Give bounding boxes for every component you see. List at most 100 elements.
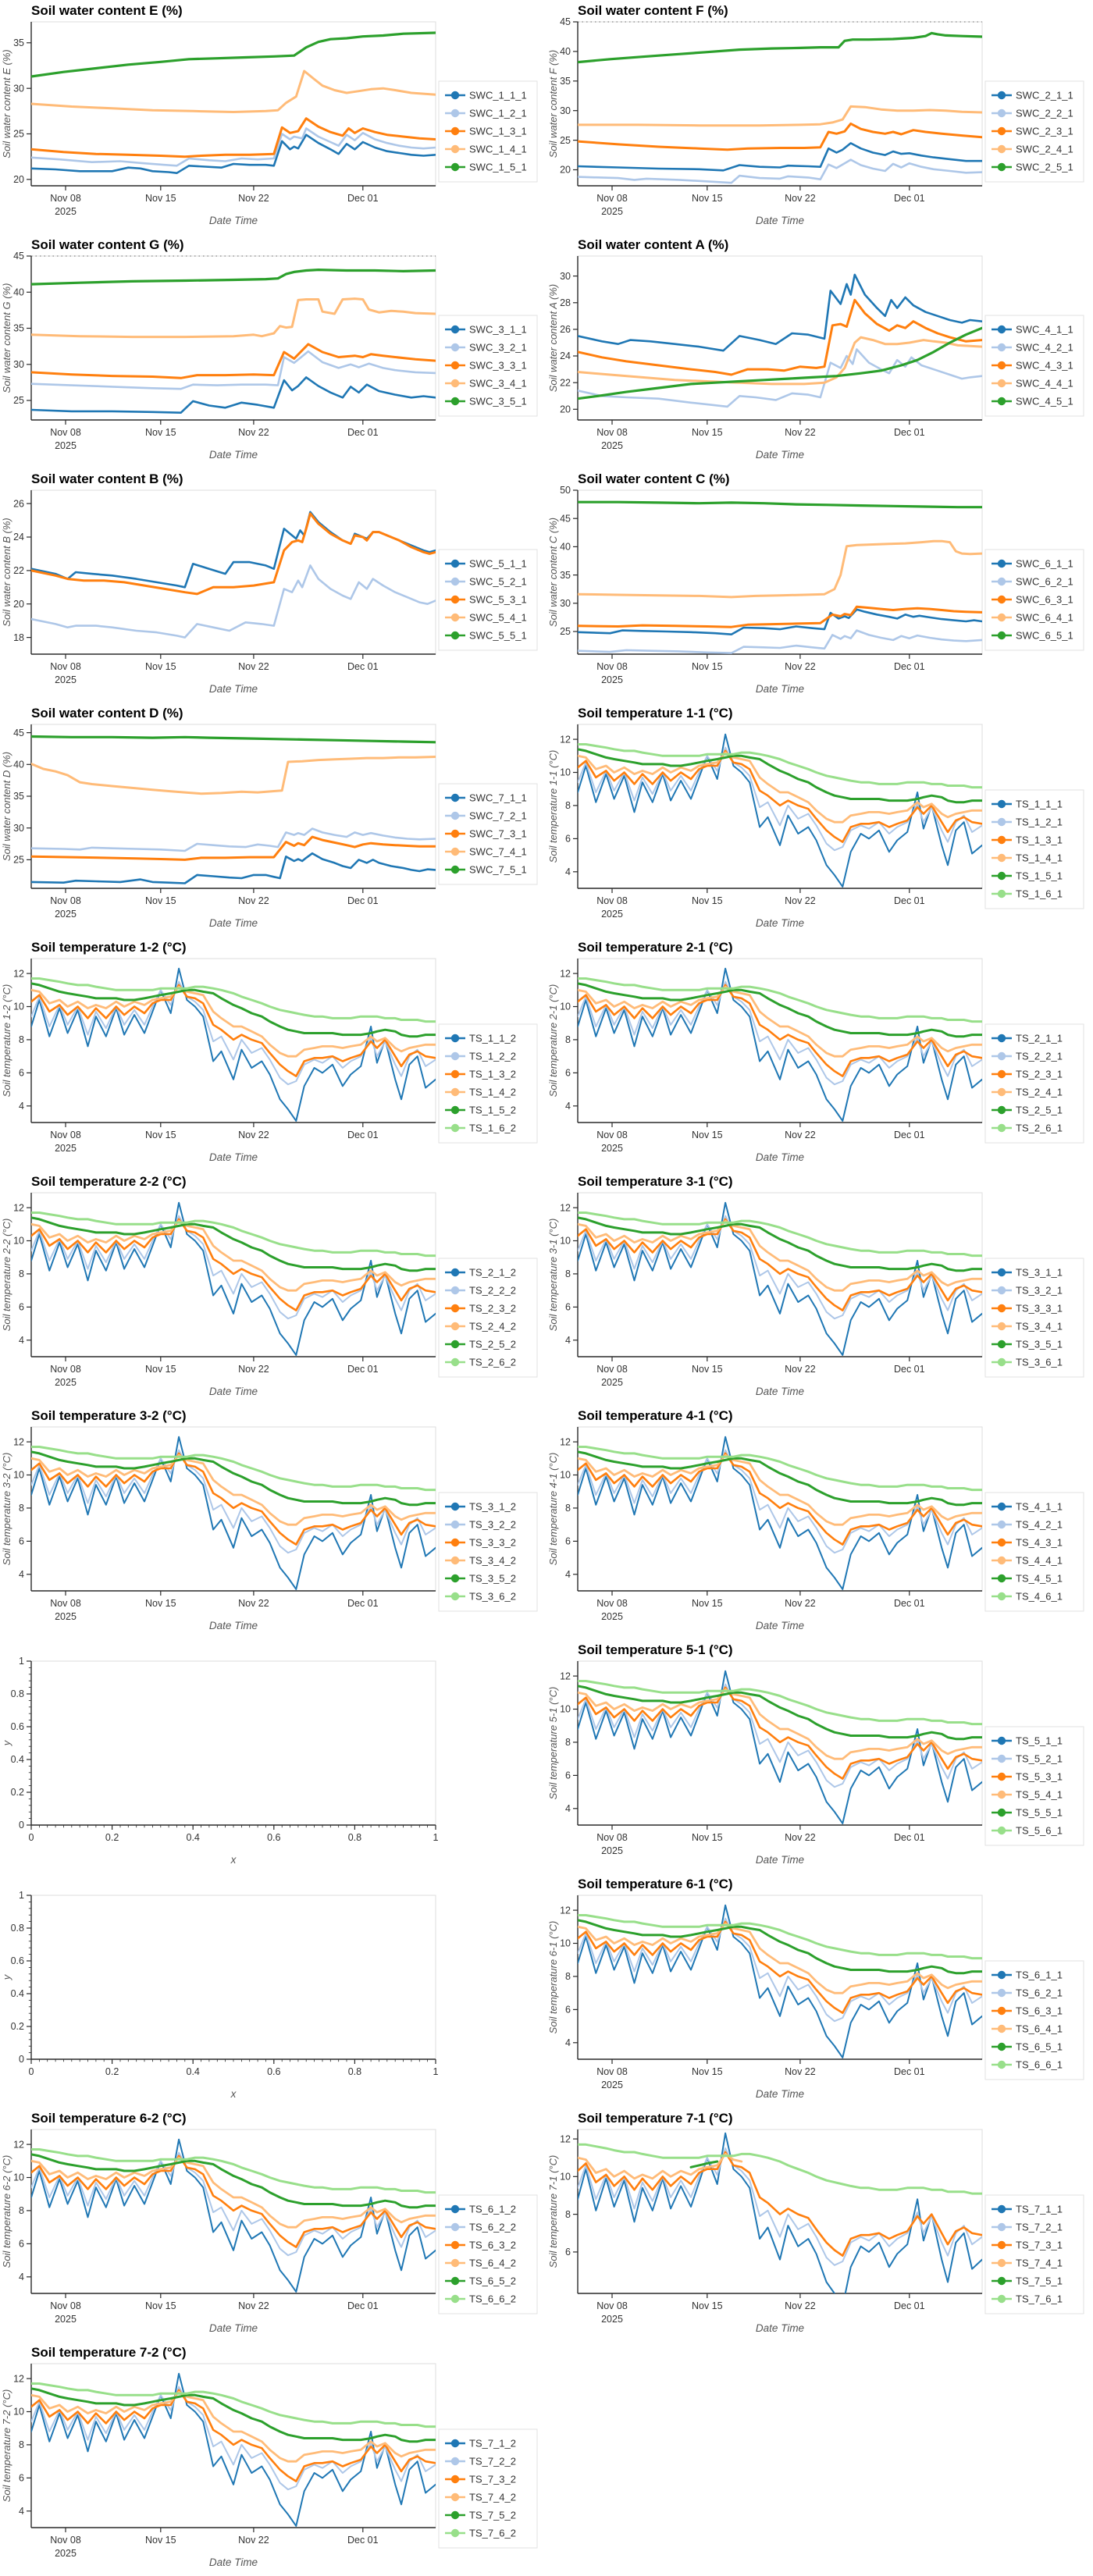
legend-item[interactable]: TS_6_1_2 <box>445 2204 516 2215</box>
legend-item[interactable]: TS_2_4_2 <box>445 1321 516 1332</box>
legend-item[interactable]: TS_3_1_2 <box>445 1501 516 1513</box>
legend-item[interactable]: TS_1_5_2 <box>445 1105 516 1116</box>
legend-item[interactable]: TS_4_4_1 <box>992 1555 1063 1567</box>
legend-item[interactable]: TS_3_6_1 <box>992 1357 1063 1368</box>
legend-item[interactable]: TS_7_4_1 <box>992 2258 1063 2269</box>
legend-item[interactable]: SWC_3_2_1 <box>445 342 527 354</box>
legend-item[interactable]: TS_6_5_1 <box>992 2041 1063 2053</box>
legend-item[interactable]: TS_1_4_1 <box>992 852 1063 864</box>
legend-item[interactable]: TS_2_1_1 <box>992 1033 1063 1044</box>
legend-item[interactable]: SWC_2_1_1 <box>992 90 1073 101</box>
legend-item[interactable]: TS_6_5_2 <box>445 2275 516 2287</box>
legend-item[interactable]: SWC_7_3_1 <box>445 828 527 840</box>
legend-item[interactable]: TS_3_2_1 <box>992 1285 1063 1297</box>
legend-item[interactable]: TS_5_2_1 <box>992 1753 1063 1765</box>
legend-item[interactable]: TS_1_6_2 <box>445 1123 516 1134</box>
legend-item[interactable]: TS_6_1_1 <box>992 1969 1063 1981</box>
legend-item[interactable]: TS_3_6_2 <box>445 1591 516 1603</box>
legend-item[interactable]: TS_4_1_1 <box>992 1501 1063 1513</box>
legend-item[interactable]: TS_3_1_1 <box>992 1267 1063 1279</box>
legend-item[interactable]: TS_3_3_1 <box>992 1303 1063 1315</box>
legend-item[interactable]: SWC_7_4_1 <box>445 846 527 858</box>
legend-item[interactable]: SWC_2_4_1 <box>992 144 1073 155</box>
legend-item[interactable]: SWC_3_1_1 <box>445 324 527 336</box>
legend-item[interactable]: SWC_4_1_1 <box>992 324 1073 336</box>
legend-item[interactable]: TS_4_6_1 <box>992 1591 1063 1603</box>
legend-item[interactable]: SWC_1_5_1 <box>445 162 527 173</box>
legend-item[interactable]: TS_3_2_2 <box>445 1519 516 1531</box>
legend-item[interactable]: SWC_4_5_1 <box>992 396 1073 407</box>
legend-item[interactable]: SWC_6_2_1 <box>992 576 1073 588</box>
legend-item[interactable]: TS_1_2_2 <box>445 1051 516 1062</box>
legend-item[interactable]: SWC_4_4_1 <box>992 378 1073 390</box>
legend-item[interactable]: SWC_5_2_1 <box>445 576 527 588</box>
legend-item[interactable]: SWC_2_3_1 <box>992 126 1073 137</box>
legend-item[interactable]: TS_1_1_2 <box>445 1033 516 1044</box>
legend-item[interactable]: SWC_5_5_1 <box>445 630 527 642</box>
legend-item[interactable]: TS_2_1_2 <box>445 1267 516 1279</box>
legend-item[interactable]: TS_2_5_1 <box>992 1105 1063 1116</box>
legend-item[interactable]: TS_6_4_2 <box>445 2258 516 2269</box>
legend-item[interactable]: SWC_1_4_1 <box>445 144 527 155</box>
legend-item[interactable]: SWC_4_2_1 <box>992 342 1073 354</box>
legend-item[interactable]: TS_5_5_1 <box>992 1807 1063 1819</box>
legend-item[interactable]: TS_4_5_1 <box>992 1573 1063 1585</box>
legend-item[interactable]: TS_7_5_2 <box>445 2510 516 2521</box>
legend-item[interactable]: TS_6_3_2 <box>445 2240 516 2251</box>
legend-item[interactable]: TS_6_3_1 <box>992 2005 1063 2017</box>
legend-item[interactable]: TS_3_4_2 <box>445 1555 516 1567</box>
legend-item[interactable]: TS_3_5_2 <box>445 1573 516 1585</box>
legend-item[interactable]: TS_5_4_1 <box>992 1789 1063 1801</box>
legend-item[interactable]: SWC_5_1_1 <box>445 558 527 570</box>
legend-item[interactable]: TS_6_4_1 <box>992 2023 1063 2035</box>
legend-item[interactable]: TS_1_6_1 <box>992 888 1063 900</box>
legend-item[interactable]: TS_7_1_1 <box>992 2204 1063 2215</box>
legend-item[interactable]: SWC_5_4_1 <box>445 612 527 624</box>
legend-item[interactable]: TS_2_3_1 <box>992 1069 1063 1080</box>
legend-item[interactable]: SWC_4_3_1 <box>992 360 1073 372</box>
legend-item[interactable]: TS_6_2_1 <box>992 1987 1063 1999</box>
legend-item[interactable]: TS_3_4_1 <box>992 1321 1063 1332</box>
legend-item[interactable]: TS_4_3_1 <box>992 1537 1063 1549</box>
legend-item[interactable]: TS_2_4_1 <box>992 1087 1063 1098</box>
legend-item[interactable]: SWC_2_5_1 <box>992 162 1073 173</box>
legend-item[interactable]: SWC_1_3_1 <box>445 126 527 137</box>
legend-item[interactable]: TS_7_3_1 <box>992 2240 1063 2251</box>
legend-item[interactable]: TS_1_2_1 <box>992 817 1063 828</box>
legend-item[interactable]: TS_7_4_2 <box>445 2492 516 2503</box>
legend-item[interactable]: TS_6_2_2 <box>445 2222 516 2233</box>
legend-item[interactable]: SWC_3_4_1 <box>445 378 527 390</box>
legend-item[interactable]: SWC_6_5_1 <box>992 630 1073 642</box>
legend-item[interactable]: TS_4_2_1 <box>992 1519 1063 1531</box>
legend-item[interactable]: TS_2_2_2 <box>445 1285 516 1297</box>
legend-item[interactable]: TS_1_1_1 <box>992 799 1063 810</box>
legend-item[interactable]: SWC_7_1_1 <box>445 792 527 804</box>
legend-item[interactable]: TS_2_5_2 <box>445 1339 516 1350</box>
legend-item[interactable]: TS_1_5_1 <box>992 870 1063 882</box>
legend-item[interactable]: TS_5_6_1 <box>992 1825 1063 1837</box>
legend-item[interactable]: SWC_7_2_1 <box>445 810 527 822</box>
legend-item[interactable]: TS_7_3_2 <box>445 2474 516 2485</box>
legend-item[interactable]: SWC_2_2_1 <box>992 108 1073 119</box>
legend-item[interactable]: SWC_7_5_1 <box>445 864 527 876</box>
legend-item[interactable]: TS_2_3_2 <box>445 1303 516 1315</box>
legend-item[interactable]: SWC_5_3_1 <box>445 594 527 606</box>
legend-item[interactable]: TS_2_6_1 <box>992 1123 1063 1134</box>
legend-item[interactable]: TS_6_6_1 <box>992 2059 1063 2071</box>
legend-item[interactable]: SWC_3_5_1 <box>445 396 527 407</box>
legend-item[interactable]: TS_7_6_2 <box>445 2528 516 2539</box>
legend-item[interactable]: SWC_3_3_1 <box>445 360 527 372</box>
legend-item[interactable]: TS_5_3_1 <box>992 1771 1063 1783</box>
legend-item[interactable]: TS_7_6_1 <box>992 2293 1063 2305</box>
legend-item[interactable]: TS_1_3_1 <box>992 834 1063 846</box>
legend-item[interactable]: TS_3_3_2 <box>445 1537 516 1549</box>
legend-item[interactable]: SWC_6_4_1 <box>992 612 1073 624</box>
legend-item[interactable]: TS_7_5_1 <box>992 2275 1063 2287</box>
legend-item[interactable]: TS_2_6_2 <box>445 1357 516 1368</box>
legend-item[interactable]: TS_7_2_1 <box>992 2222 1063 2233</box>
legend-item[interactable]: TS_2_2_1 <box>992 1051 1063 1062</box>
legend-item[interactable]: SWC_1_2_1 <box>445 108 527 119</box>
legend-item[interactable]: SWC_6_3_1 <box>992 594 1073 606</box>
legend-item[interactable]: TS_1_3_2 <box>445 1069 516 1080</box>
legend-item[interactable]: TS_6_6_2 <box>445 2293 516 2305</box>
